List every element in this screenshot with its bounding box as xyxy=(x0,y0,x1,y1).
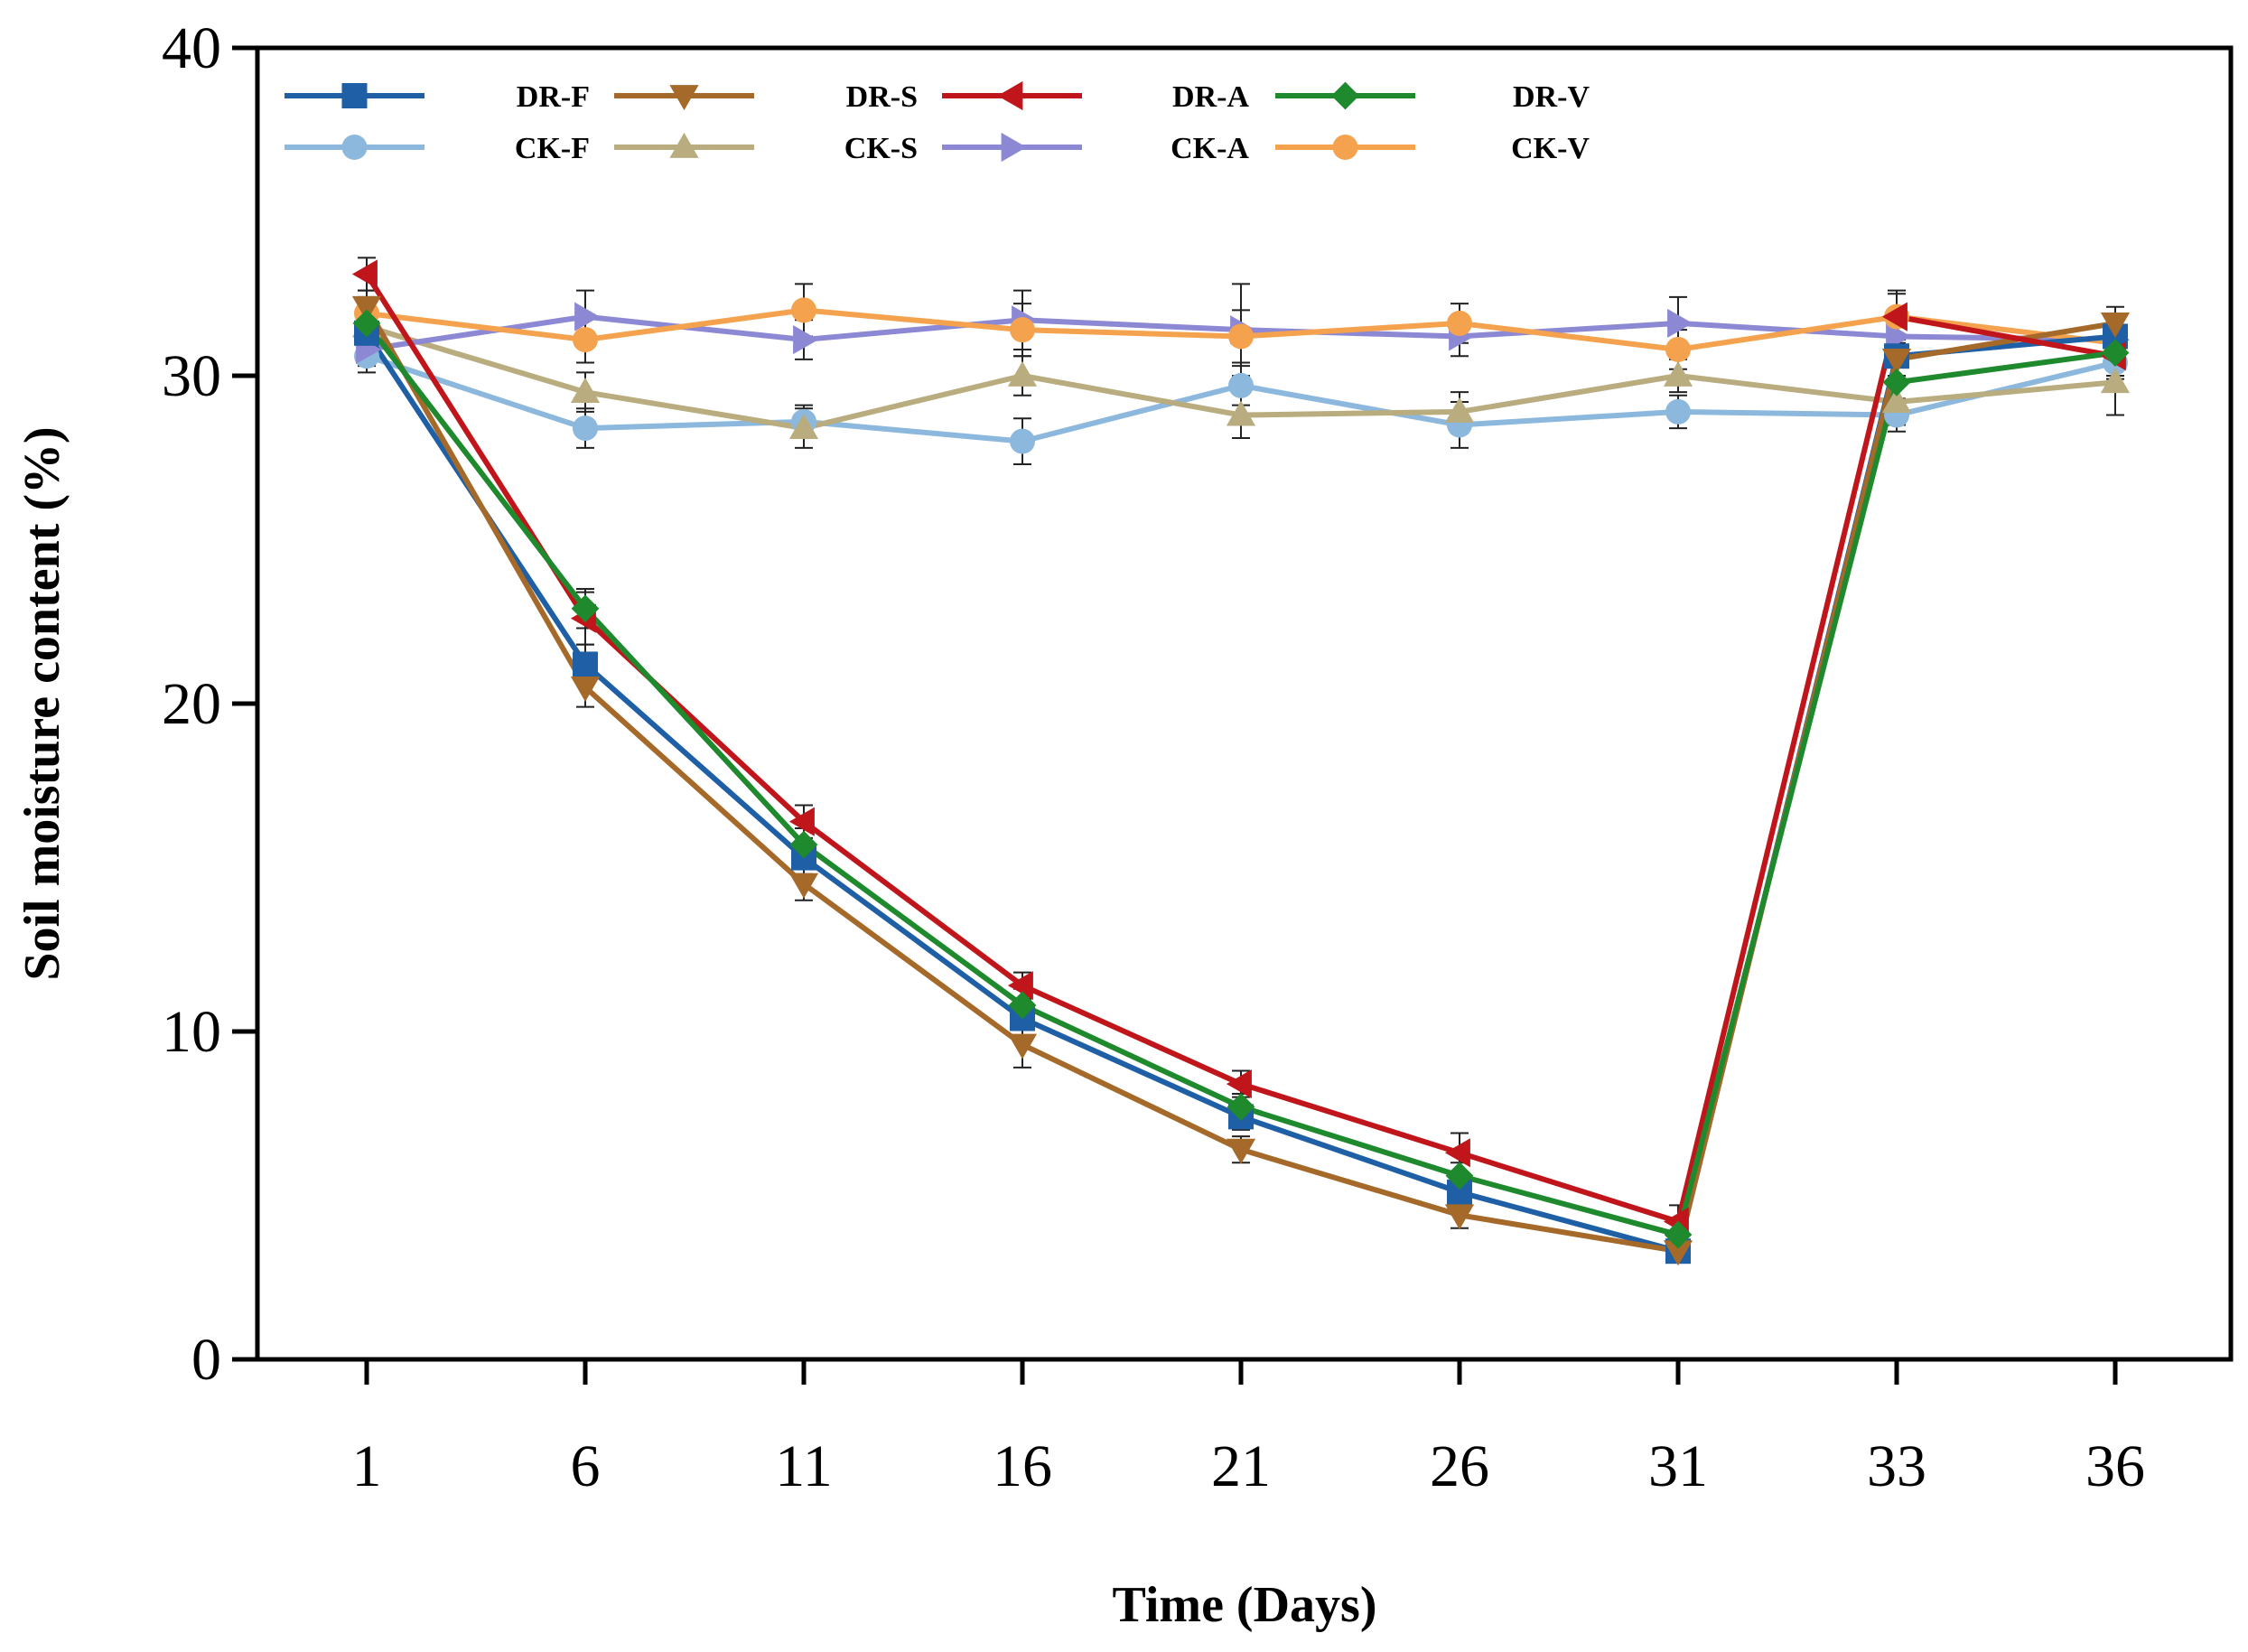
data-point xyxy=(1881,302,1908,331)
legend-marker xyxy=(1332,135,1358,160)
legend: DR-F DR-S DR-A DR-V CK-F CK-S CK-A CK-V xyxy=(284,80,1590,165)
data-point xyxy=(573,415,598,442)
legend-marker xyxy=(669,132,699,158)
legend-marker xyxy=(1001,132,1027,163)
legend-entry-dr-f: DR-F xyxy=(284,80,590,114)
legend-label: DR-V xyxy=(1513,80,1590,114)
x-axis-title: Time (Days) xyxy=(1113,1577,1377,1633)
legend-marker xyxy=(997,80,1023,111)
legend-label: CK-F xyxy=(515,132,590,165)
data-point xyxy=(1881,348,1912,374)
data-point xyxy=(788,807,815,836)
data-point xyxy=(570,378,601,404)
x-tick-label: 36 xyxy=(2085,1433,2145,1499)
data-point xyxy=(1882,368,1911,397)
data-point xyxy=(793,324,819,355)
data-point xyxy=(352,309,381,338)
legend-entry-ck-a: CK-A xyxy=(942,132,1249,165)
data-point xyxy=(573,327,598,353)
x-tick-label: 11 xyxy=(775,1433,833,1499)
data-point xyxy=(574,302,601,331)
legend-label: CK-S xyxy=(844,132,918,165)
data-point xyxy=(1663,360,1693,387)
legend-entry-ck-v: CK-V xyxy=(1275,132,1590,165)
y-tick-label: 10 xyxy=(162,999,221,1065)
legend-entry-dr-s: DR-S xyxy=(614,80,918,114)
data-point xyxy=(1881,387,1912,413)
data-point xyxy=(1226,1138,1256,1164)
x-tick-label: 31 xyxy=(1648,1433,1708,1499)
legend-marker xyxy=(341,135,368,160)
data-point xyxy=(1008,991,1037,1020)
legend-entry-dr-v: DR-V xyxy=(1275,80,1590,114)
x-tick-label: 16 xyxy=(993,1433,1052,1499)
data-point xyxy=(1447,310,1472,336)
data-point xyxy=(1665,398,1691,425)
data-point xyxy=(1667,308,1693,339)
x-tick-label: 6 xyxy=(571,1433,601,1499)
data-point xyxy=(1663,1240,1693,1266)
legend-entry-ck-s: CK-S xyxy=(614,132,918,165)
data-point xyxy=(573,651,598,677)
series-markers xyxy=(351,259,2131,1266)
legend-marker xyxy=(341,83,368,108)
data-point xyxy=(1444,1138,1470,1168)
data-point xyxy=(791,297,816,323)
legend-entry-dr-a: DR-A xyxy=(942,80,1249,114)
data-point xyxy=(1226,400,1256,426)
y-axis-title: Soil moisture content (%) xyxy=(14,426,70,980)
data-point xyxy=(788,873,819,899)
data-point xyxy=(1226,1069,1252,1099)
data-point xyxy=(788,413,819,439)
data-point xyxy=(1444,397,1475,423)
data-point xyxy=(1007,360,1038,387)
y-tick-label: 0 xyxy=(191,1327,221,1393)
data-point xyxy=(2100,368,2131,394)
data-point xyxy=(570,676,601,702)
data-point xyxy=(1227,1093,1255,1121)
data-point xyxy=(1228,372,1254,398)
data-point xyxy=(351,295,382,322)
legend-marker xyxy=(669,85,699,111)
data-point xyxy=(1007,1033,1038,1059)
data-point xyxy=(2100,313,2131,339)
y-tick-label: 40 xyxy=(162,15,221,81)
y-tick-label: 20 xyxy=(162,671,221,737)
data-point xyxy=(1444,1204,1475,1230)
data-point xyxy=(1445,1162,1474,1190)
data-point xyxy=(1664,1220,1693,1249)
x-tick-label: 33 xyxy=(1867,1433,1926,1499)
data-point xyxy=(351,259,378,289)
data-point xyxy=(1228,323,1254,350)
data-point xyxy=(1010,428,1035,454)
legend-marker xyxy=(1331,81,1359,110)
data-point xyxy=(789,830,818,859)
data-point xyxy=(571,594,600,623)
legend-label: DR-A xyxy=(1172,80,1249,114)
x-tick-label: 1 xyxy=(352,1433,382,1499)
legend-entry-ck-f: CK-F xyxy=(284,132,590,165)
legend-label: CK-V xyxy=(1511,132,1590,165)
data-point xyxy=(1665,336,1691,362)
data-point xyxy=(1007,971,1033,1001)
legend-label: DR-S xyxy=(846,80,918,114)
data-point xyxy=(1010,317,1035,343)
x-tick-label: 26 xyxy=(1430,1433,1489,1499)
data-point xyxy=(2101,339,2130,367)
y-tick-label: 30 xyxy=(162,343,221,409)
legend-label: CK-A xyxy=(1171,132,1249,165)
x-tick-label: 21 xyxy=(1211,1433,1271,1499)
legend-label: DR-F xyxy=(517,80,590,114)
